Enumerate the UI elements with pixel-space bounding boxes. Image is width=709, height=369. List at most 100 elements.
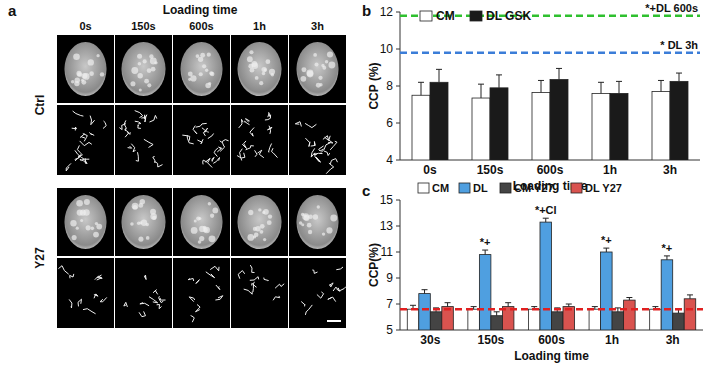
speckle xyxy=(71,80,75,84)
speckle xyxy=(212,208,218,214)
bar xyxy=(552,312,564,330)
x-tick-label: 3h xyxy=(666,333,680,347)
y-tick-label: 6 xyxy=(386,116,393,130)
plot-area xyxy=(400,218,703,330)
x-axis-label: Loading time xyxy=(514,349,589,363)
skeleton-line xyxy=(336,287,346,292)
error-cap xyxy=(436,69,442,70)
image-cell xyxy=(231,35,288,103)
error-stem xyxy=(447,303,448,307)
skeleton-line xyxy=(155,161,163,167)
x-tick-label: 3h xyxy=(663,163,677,177)
speckle xyxy=(269,69,275,75)
skeleton-line xyxy=(253,282,255,292)
speckle xyxy=(152,216,156,220)
x-axis-label: Loading time xyxy=(513,179,588,193)
speckle xyxy=(93,232,99,238)
figure: aLoading time0s150s600s1h3hCtrlY27b46810… xyxy=(0,0,709,369)
skeleton-line xyxy=(89,132,94,135)
error-cap xyxy=(543,218,549,219)
legend: CMDLCM Y27DL Y27 xyxy=(418,182,622,194)
y-tick-label: 8 xyxy=(386,79,393,93)
error-stem xyxy=(508,303,509,307)
error-bar xyxy=(687,295,693,299)
error-cap xyxy=(471,306,477,307)
speckle xyxy=(265,59,270,64)
skeleton-line xyxy=(58,266,68,275)
skeleton-line xyxy=(135,121,141,124)
error-stem xyxy=(601,82,602,93)
error-cap xyxy=(445,302,451,303)
skeleton-line xyxy=(208,134,214,139)
error-bar xyxy=(422,290,428,294)
speckle xyxy=(146,236,150,240)
skeleton-line xyxy=(324,151,330,156)
speckle xyxy=(138,62,142,66)
speckle xyxy=(145,223,149,227)
speckle xyxy=(210,214,214,218)
annotation: *+ xyxy=(480,236,491,248)
speckle xyxy=(190,75,196,81)
x-tick-label: 150s xyxy=(478,333,505,347)
speckle xyxy=(263,238,266,241)
speckle xyxy=(258,208,261,211)
speckle xyxy=(322,232,325,235)
error-stem xyxy=(481,84,482,98)
row-label: Y27 xyxy=(33,247,47,269)
speckle xyxy=(76,200,83,207)
speckle xyxy=(81,80,86,85)
panel-label: c xyxy=(362,182,370,199)
bar xyxy=(412,95,430,160)
skeleton-line xyxy=(295,122,301,127)
x-tick-label: 600s xyxy=(538,333,565,347)
skeleton-line xyxy=(94,294,98,298)
plot-area xyxy=(400,16,700,160)
y-axis-label: CCP (%) xyxy=(367,62,381,109)
error-stem xyxy=(661,80,662,91)
legend-swatch xyxy=(470,11,482,21)
skeleton-line xyxy=(305,305,312,315)
speckle xyxy=(73,53,80,60)
image-cell xyxy=(289,35,346,103)
scale-bar xyxy=(327,320,341,322)
skeleton-line xyxy=(150,115,157,122)
annotation: *+Cl xyxy=(535,204,557,216)
error-stem xyxy=(679,73,680,81)
speckle xyxy=(143,59,147,63)
skeleton-line xyxy=(268,113,270,118)
skeleton-line xyxy=(85,159,89,164)
error-bar xyxy=(494,312,500,316)
speckle xyxy=(247,56,253,62)
legend-swatch xyxy=(420,11,432,21)
skeleton-line xyxy=(312,270,317,273)
bar xyxy=(592,93,610,160)
error-bar xyxy=(566,304,572,307)
skeleton-line xyxy=(328,136,333,143)
speckle xyxy=(267,220,272,225)
speckle xyxy=(76,227,79,230)
panel-label: a xyxy=(8,2,17,19)
skeleton-line xyxy=(145,275,147,279)
error-bar xyxy=(543,218,549,222)
error-cap xyxy=(687,294,693,295)
speckle xyxy=(322,66,326,70)
error-cap xyxy=(422,289,428,290)
skeleton-line xyxy=(214,148,218,156)
legend-swatch xyxy=(571,183,582,193)
nucleus xyxy=(65,42,107,96)
reference-line xyxy=(400,51,700,54)
error-stem xyxy=(559,68,560,79)
bar xyxy=(612,312,624,330)
column-label: 0s xyxy=(79,20,91,32)
error-stem xyxy=(689,295,690,299)
error-bar xyxy=(664,256,670,260)
bar xyxy=(673,313,685,330)
error-bar xyxy=(482,250,488,255)
reference-line xyxy=(400,308,703,311)
x-tick-label: 0s xyxy=(423,163,437,177)
skeleton-line xyxy=(69,299,72,308)
skeleton-line xyxy=(326,163,334,174)
nucleus xyxy=(122,42,166,96)
skeleton-line xyxy=(328,297,336,302)
skeleton-line xyxy=(90,116,95,125)
